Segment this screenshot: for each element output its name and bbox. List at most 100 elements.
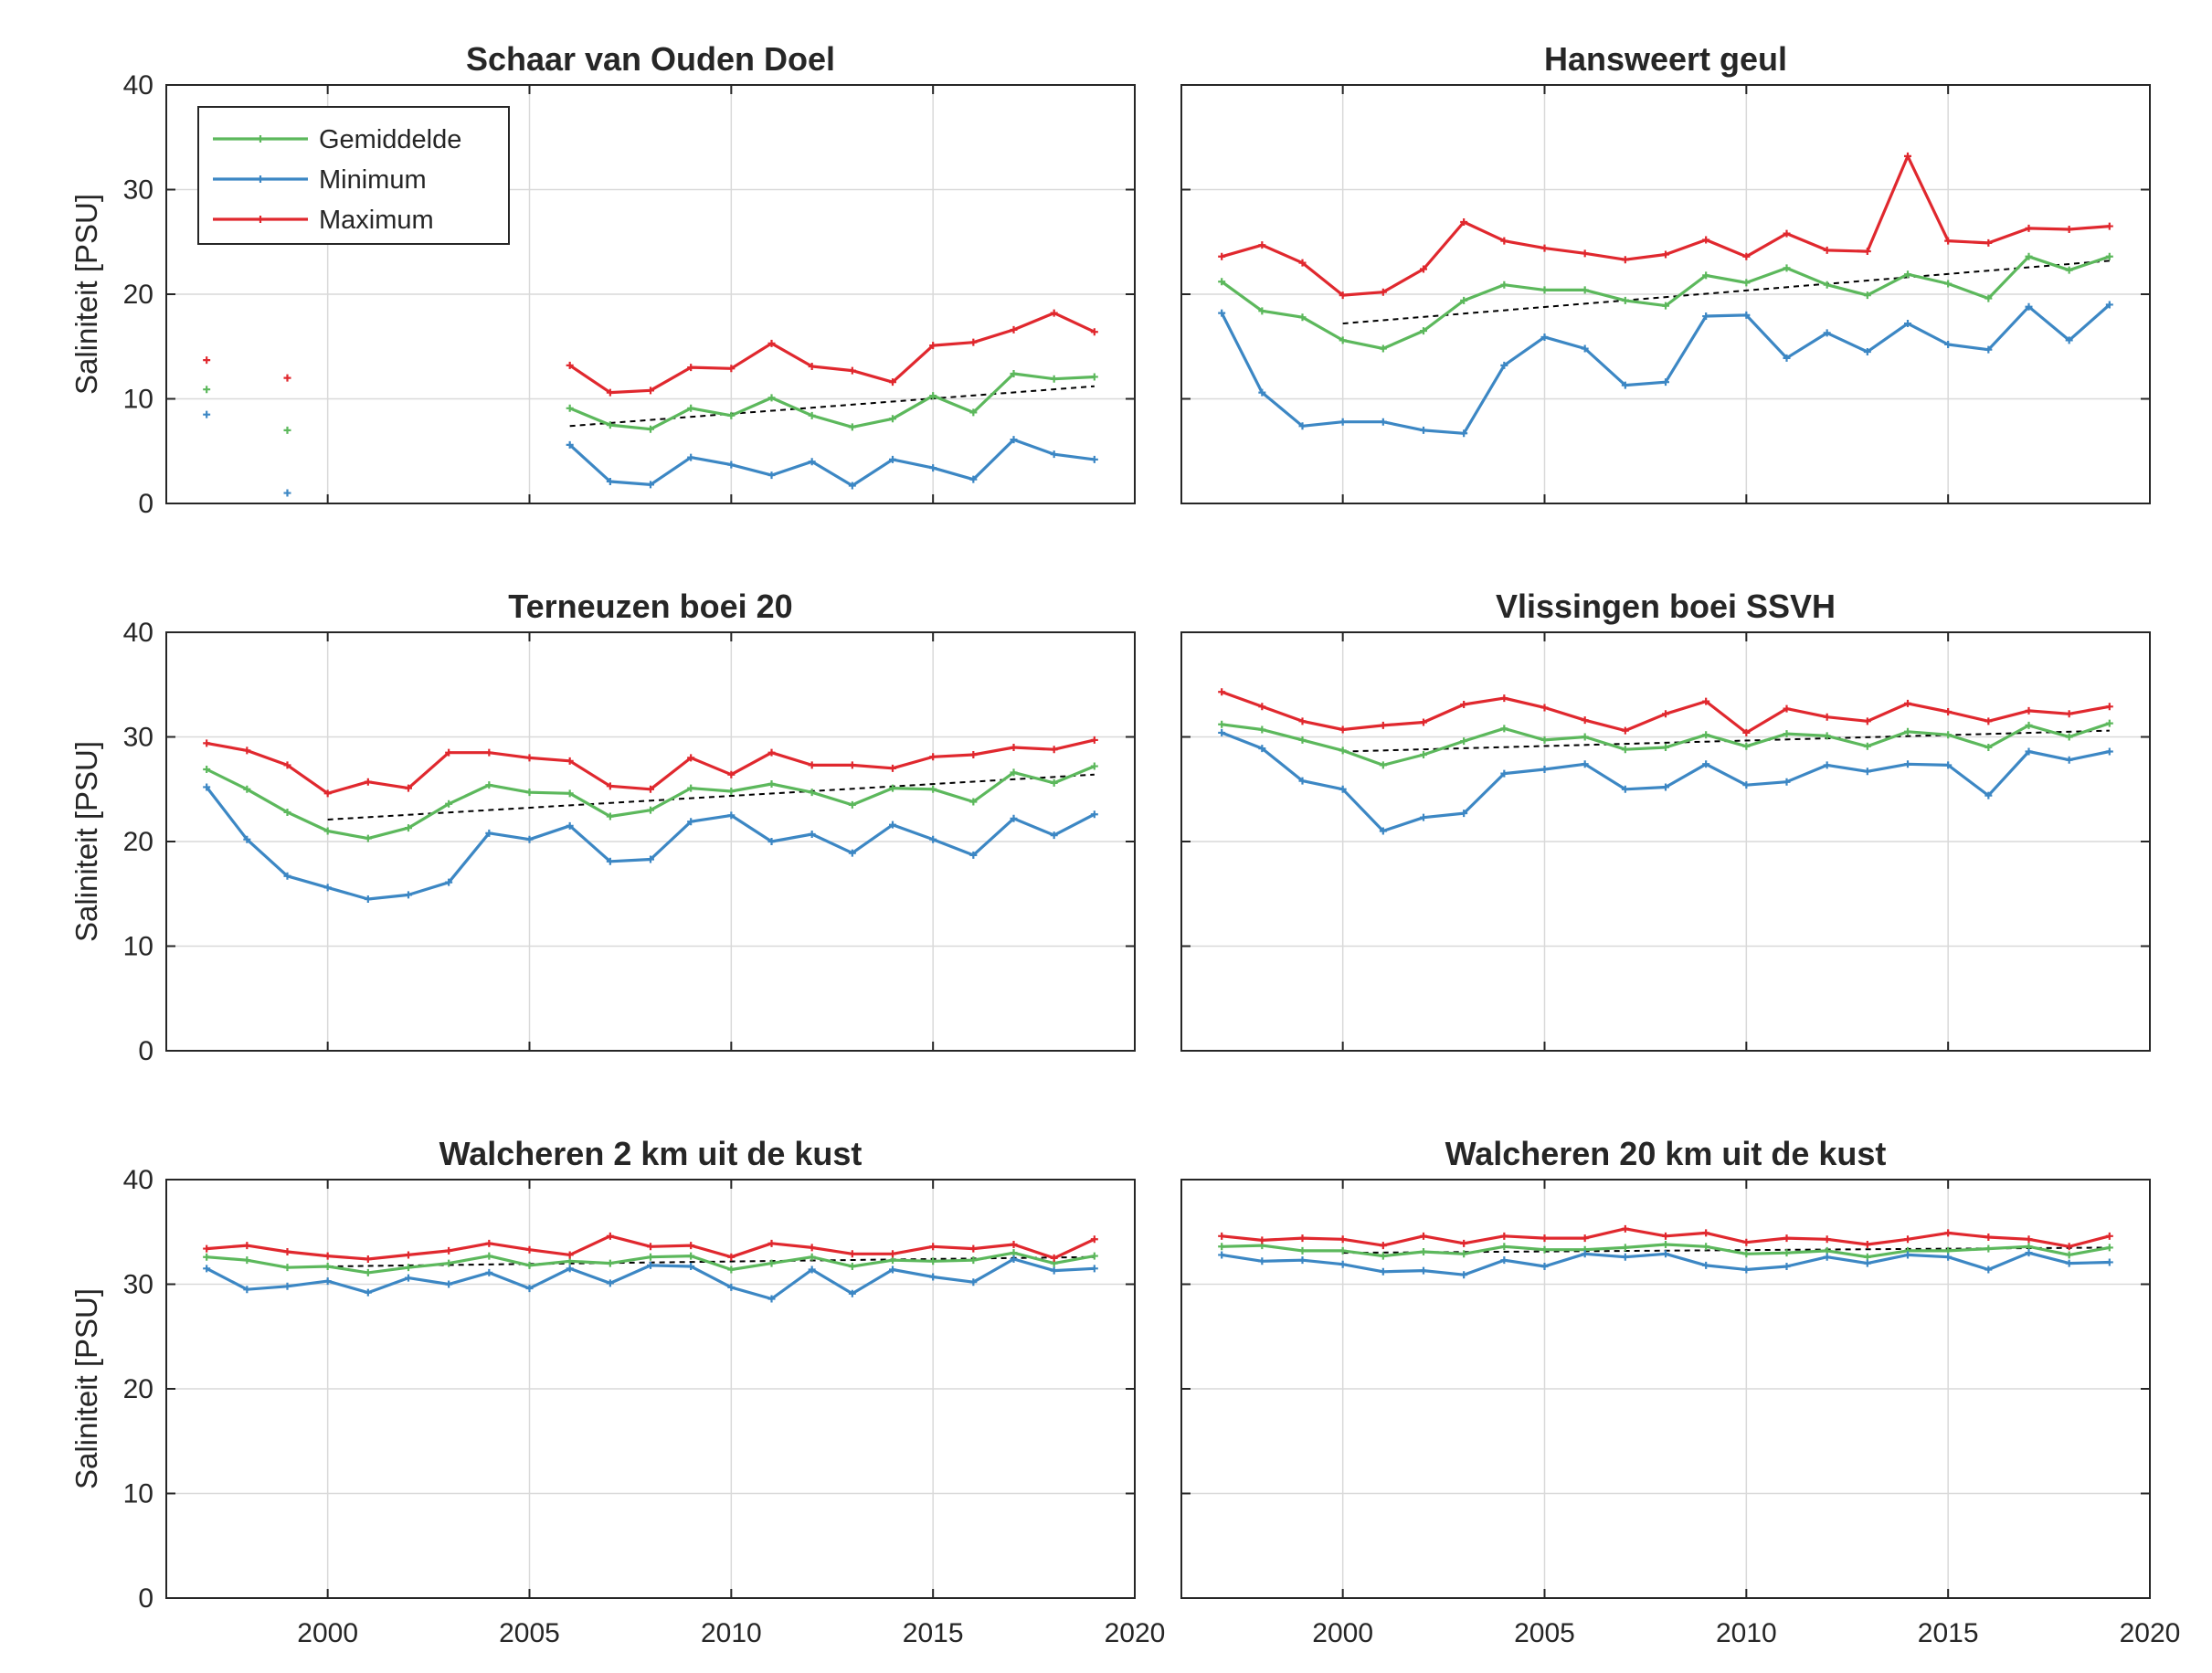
data-point-minimum xyxy=(1420,1266,1427,1275)
data-point-minimum xyxy=(2105,747,2113,756)
y-axis-label: Saliniteit [PSU] xyxy=(69,741,103,942)
data-point-gemiddelde xyxy=(203,765,211,773)
data-point-minimum xyxy=(808,1265,816,1274)
data-point-gemiddelde xyxy=(1500,1243,1508,1251)
y-tick-label: 40 xyxy=(123,70,153,101)
panel-title: Schaar van Ouden Doel xyxy=(466,40,835,78)
trend-line xyxy=(327,773,1095,821)
data-point-minimum xyxy=(969,1278,978,1287)
panel-2: Hansweert geul xyxy=(1180,40,2151,504)
data-point-maximum xyxy=(203,739,211,747)
data-point-maximum xyxy=(1420,718,1427,726)
legend-box xyxy=(197,106,510,245)
data-point-gemiddelde xyxy=(1621,746,1629,754)
data-point-gemiddelde xyxy=(566,1257,574,1265)
data-point-minimum xyxy=(808,830,816,838)
data-point-gemiddelde xyxy=(445,1259,453,1267)
data-point-minimum xyxy=(808,458,816,466)
data-point-gemiddelde xyxy=(2065,733,2073,741)
y-axis-label: Saliniteit [PSU] xyxy=(69,1288,103,1489)
data-point-maximum xyxy=(1783,229,1791,238)
data-point-minimum xyxy=(1460,1271,1468,1279)
data-point-minimum xyxy=(1258,745,1266,753)
data-point-gemiddelde xyxy=(1904,727,1911,736)
data-point-minimum xyxy=(848,849,856,857)
data-point-maximum xyxy=(808,761,816,769)
data-point-maximum xyxy=(1702,697,1710,705)
data-point-minimum xyxy=(1258,1257,1266,1265)
data-point-gemiddelde xyxy=(2105,1244,2113,1252)
data-point-minimum xyxy=(1621,1253,1629,1261)
data-point-minimum xyxy=(566,440,574,449)
data-point-maximum xyxy=(1298,259,1307,267)
data-point-minimum xyxy=(1010,814,1018,822)
data-point-maximum xyxy=(1783,704,1791,713)
panel-title: Vlissingen boei SSVH xyxy=(1496,588,1836,625)
data-point-maximum xyxy=(485,748,493,757)
data-point-gemiddelde xyxy=(2065,1251,2073,1259)
data-point-minimum xyxy=(405,1274,412,1282)
data-point-gemiddelde xyxy=(2065,266,2073,274)
y-axis-label: Saliniteit [PSU] xyxy=(69,194,103,395)
data-point-maximum xyxy=(687,364,695,372)
axes-frame xyxy=(165,1179,1136,1599)
data-point-gemiddelde xyxy=(405,1264,412,1272)
data-point-minimum xyxy=(889,1265,896,1274)
data-point-gemiddelde xyxy=(1944,1246,1953,1255)
data-point-gemiddelde xyxy=(2025,1243,2033,1251)
data-point-minimum xyxy=(1984,791,1993,799)
data-point-minimum xyxy=(485,829,493,837)
data-point-minimum xyxy=(606,857,614,865)
data-point-gemiddelde xyxy=(1984,1244,1993,1253)
data-point-minimum xyxy=(1702,1261,1710,1269)
data-point-gemiddelde xyxy=(1460,737,1468,746)
data-point-minimum xyxy=(647,855,654,863)
data-point-minimum xyxy=(1500,361,1508,369)
data-point-gemiddelde xyxy=(1420,1248,1427,1256)
data-point-minimum xyxy=(1904,760,1911,768)
data-point-gemiddelde xyxy=(889,1256,896,1265)
data-point-minimum xyxy=(1258,388,1266,397)
panel-1: 0 10 20 30 40 Schaar van Ouden Doel Saliniteit… xyxy=(69,40,1136,519)
data-point-minimum xyxy=(767,1295,776,1303)
y-tick-label: 10 xyxy=(123,1479,153,1509)
data-point-gemiddelde xyxy=(1460,296,1468,304)
data-point-maximum xyxy=(969,750,978,758)
data-point-maximum xyxy=(848,761,856,769)
data-point-gemiddelde xyxy=(1863,1253,1871,1261)
data-point-gemiddelde xyxy=(1460,1250,1468,1258)
data-point-minimum xyxy=(1581,1250,1589,1258)
data-point-gemiddelde xyxy=(1339,746,1347,755)
panel-title: Walcheren 2 km uit de kust xyxy=(439,1135,863,1172)
data-point-minimum xyxy=(1050,1266,1058,1275)
data-point-gemiddelde xyxy=(929,1257,937,1265)
data-point-gemiddelde xyxy=(1540,1245,1549,1254)
data-point-minimum xyxy=(1823,329,1831,337)
data-point-maximum xyxy=(606,1232,614,1240)
data-point-maximum xyxy=(1050,1254,1058,1262)
data-point-minimum xyxy=(1298,777,1307,785)
data-point-minimum xyxy=(1863,1259,1871,1267)
data-point-maximum xyxy=(525,754,534,762)
data-point-minimum xyxy=(525,1285,534,1293)
data-point-minimum xyxy=(2065,1259,2073,1267)
data-point-minimum xyxy=(1621,381,1629,389)
data-point-gemiddelde xyxy=(767,780,776,789)
data-point-gemiddelde xyxy=(203,386,211,394)
x-tick-label: 2010 xyxy=(1716,1618,1777,1648)
legend-marker xyxy=(257,175,264,183)
data-point-maximum xyxy=(1944,237,1953,245)
data-point-gemiddelde xyxy=(1581,733,1589,741)
panel-5: 2000 2005 2010 2015 2020 0 10 20 30 40 Walcheren 2… xyxy=(69,1135,1165,1648)
data-point-gemiddelde xyxy=(1540,736,1549,744)
data-point-maximum xyxy=(283,761,291,769)
data-point-gemiddelde xyxy=(1944,280,1953,288)
legend-label: Gemiddelde xyxy=(319,125,461,154)
data-point-minimum xyxy=(727,461,736,469)
data-point-maximum xyxy=(1540,704,1549,712)
data-point-maximum xyxy=(889,378,896,386)
series-line-maximum xyxy=(568,312,1095,395)
data-point-gemiddelde xyxy=(1050,375,1058,383)
data-point-minimum xyxy=(2105,301,2113,309)
data-point-gemiddelde xyxy=(2025,252,2033,260)
